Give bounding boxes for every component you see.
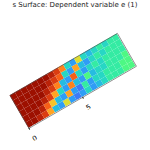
svg-text:5: 5 [85, 103, 93, 112]
svg-text:0: 0 [31, 134, 39, 143]
html-text:s Surface: Dependent variable: s Surface: Dependent variable e (1) [12, 1, 138, 9]
